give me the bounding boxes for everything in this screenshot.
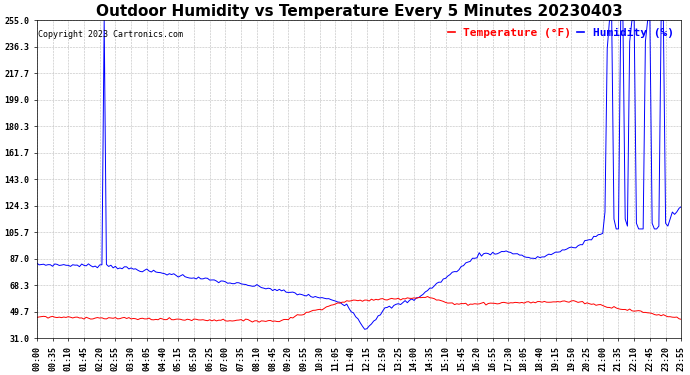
Legend: Temperature (°F), Humidity (%): Temperature (°F), Humidity (%)	[446, 26, 676, 40]
Text: Copyright 2023 Cartronics.com: Copyright 2023 Cartronics.com	[38, 30, 183, 39]
Title: Outdoor Humidity vs Temperature Every 5 Minutes 20230403: Outdoor Humidity vs Temperature Every 5 …	[96, 4, 622, 19]
